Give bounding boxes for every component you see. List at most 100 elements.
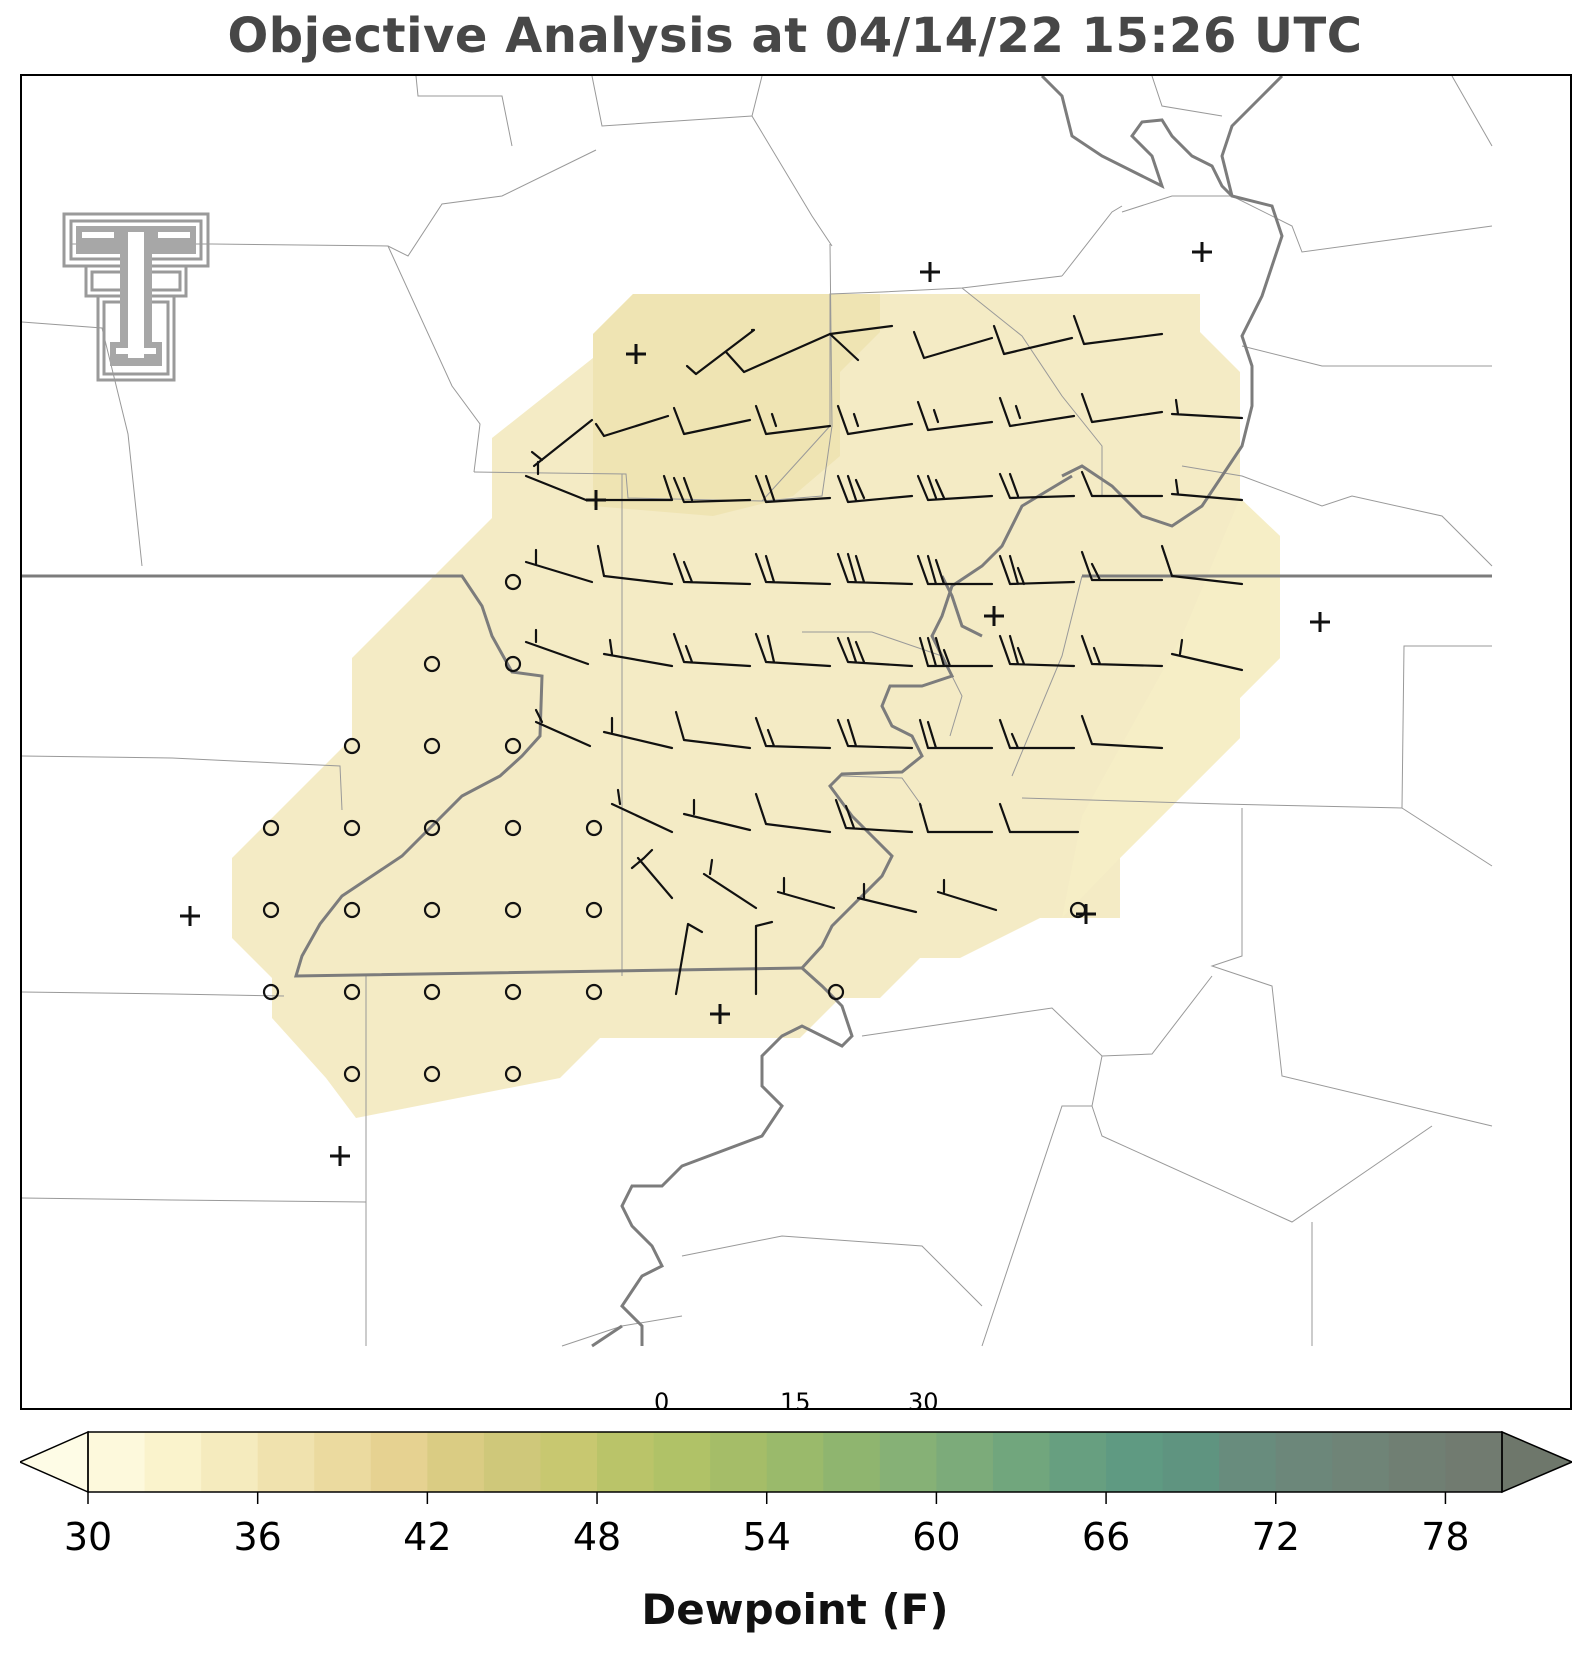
dewpoint-shade-36 <box>232 294 1280 1118</box>
calm-marker <box>504 983 522 1001</box>
station-plus <box>586 490 606 510</box>
map-panel[interactable]: 0 15 30 km <box>20 74 1572 1410</box>
wind-barb <box>596 544 674 586</box>
calm-marker <box>423 737 441 755</box>
texas-tech-logo <box>62 212 210 382</box>
dewpoint-shade-38 <box>593 294 880 516</box>
colorbar-tick-label: 78 <box>1421 1515 1470 1559</box>
wind-barb <box>834 798 914 834</box>
calm-marker <box>262 819 280 837</box>
wind-barb <box>630 848 674 900</box>
colorbar-cell <box>879 1432 937 1492</box>
wind-barb <box>998 396 1076 428</box>
wind-barb <box>594 474 674 502</box>
calm-marker <box>343 1065 361 1083</box>
calm-marker <box>504 655 522 673</box>
colorbar-cell <box>1106 1432 1164 1492</box>
calm-marker <box>423 901 441 919</box>
wind-barb <box>1080 550 1164 582</box>
colorbar-cell <box>1388 1432 1446 1492</box>
dewpoint-edge-34 <box>1062 498 1280 918</box>
wind-barb <box>534 708 592 748</box>
wind-barb <box>754 792 832 834</box>
wind-barb <box>836 552 914 586</box>
wind-barb <box>992 324 1074 356</box>
colorbar-cell <box>766 1432 824 1492</box>
wind-barb <box>754 920 774 996</box>
calm-marker <box>585 983 603 1001</box>
calm-marker <box>262 983 280 1001</box>
calm-marker <box>504 819 522 837</box>
wind-barb <box>998 718 1076 750</box>
wind-barb <box>936 878 998 912</box>
colorbar-cell <box>88 1432 146 1492</box>
map-canvas <box>22 76 1493 1348</box>
colorbar-cell <box>1332 1432 1390 1492</box>
scale-label-30: 30 <box>908 1388 939 1410</box>
colorbar-cell <box>710 1432 768 1492</box>
colorbar-cell <box>1445 1432 1503 1492</box>
wind-barb <box>702 858 758 910</box>
calm-marker <box>423 819 441 837</box>
colorbar-tick-label: 42 <box>403 1515 452 1559</box>
colorbar-cell <box>1162 1432 1220 1492</box>
wind-barb <box>672 552 752 586</box>
colorbar-cells <box>88 1432 1503 1492</box>
colorbar-cell <box>1049 1432 1107 1492</box>
wind-barb <box>1170 398 1244 420</box>
wind-barb <box>754 404 832 436</box>
calm-marker <box>504 573 522 591</box>
calm-marker <box>343 983 361 1001</box>
colorbar-cell <box>257 1432 315 1492</box>
map-title: Objective Analysis at 04/14/22 15:26 UTC <box>227 8 1363 64</box>
wind-barb <box>524 548 594 584</box>
station-plus <box>920 262 940 282</box>
colorbar-under-triangle <box>20 1430 89 1494</box>
wind-barb <box>1080 714 1164 750</box>
wind-barb <box>828 324 894 362</box>
station-plus <box>710 1004 730 1024</box>
colorbar-tick-label: 54 <box>742 1515 791 1559</box>
wind-barb <box>1080 470 1164 498</box>
station-plus <box>626 344 646 364</box>
wind-barb <box>602 638 674 668</box>
wind-barb <box>1080 634 1164 668</box>
wind-barb <box>672 632 752 668</box>
colorbar-cell <box>597 1432 655 1492</box>
state-lines <box>22 76 1492 1348</box>
calm-marker <box>827 983 845 1001</box>
colorbar-tick-label: 72 <box>1251 1515 1300 1559</box>
colorbar-tick-label: 48 <box>572 1515 622 1559</box>
colorbar-cell <box>540 1432 598 1492</box>
colorbar <box>20 1430 1572 1504</box>
colorbar-cell <box>1219 1432 1277 1492</box>
scale-bar: 0 15 30 km <box>654 1388 982 1408</box>
wind-barb <box>998 634 1076 668</box>
wind-barb <box>912 330 994 360</box>
calm-marker <box>423 1065 441 1083</box>
colorbar-label: Dewpoint (F) <box>641 1585 949 1634</box>
scale-label-15: 15 <box>780 1388 811 1410</box>
colorbar-over-triangle <box>1501 1430 1572 1494</box>
wind-barb <box>754 474 832 504</box>
wind-barb <box>1170 478 1244 502</box>
wind-barb <box>916 554 994 586</box>
scale-label-0: 0 <box>654 1388 670 1410</box>
wind-barb <box>1170 638 1244 672</box>
wind-barb <box>1160 544 1244 586</box>
station-plus <box>1076 904 1096 924</box>
county-lines <box>22 76 1493 1347</box>
colorbar-cell <box>823 1432 881 1492</box>
wind-barb <box>856 882 918 914</box>
colorbar-cell <box>483 1432 541 1492</box>
calm-marker <box>423 655 441 673</box>
calm-marker <box>343 737 361 755</box>
wind-barb <box>610 788 674 834</box>
wind-barb <box>524 628 590 666</box>
wind-barb <box>674 922 704 996</box>
wind-barb <box>918 636 994 668</box>
colorbar-tick-label: 60 <box>912 1515 961 1559</box>
calm-marker <box>504 737 522 755</box>
wind-barb <box>776 876 836 910</box>
station-plus <box>180 906 200 926</box>
